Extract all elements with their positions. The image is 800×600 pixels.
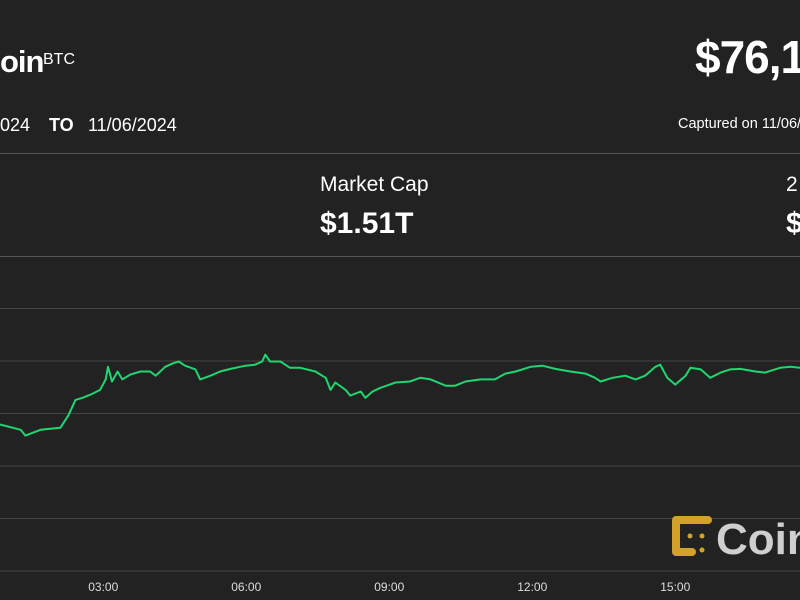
x-tick-label: 15:00 [660,580,690,594]
x-tick-label: 12:00 [517,580,547,594]
x-tick-label: 03:00 [88,580,118,594]
stat-label: 2 [786,173,798,196]
logo-text: Coin [716,515,800,564]
asset-symbol: BTC [43,51,75,68]
divider [0,256,800,257]
x-tick-label: 06:00 [231,580,261,594]
price-line [0,353,800,437]
captured-on: Captured on 11/06/ [678,116,800,132]
x-tick-label: 09:00 [374,580,404,594]
date-from: 024 [0,115,31,135]
date-range-to-label: TO [49,115,74,135]
date-to: 11/06/2024 [88,115,177,135]
asset-name: oin [0,44,44,79]
divider [0,153,800,154]
market-cap-value: $1.51T [320,207,414,240]
coindesk-logo-icon [668,514,714,563]
stat-value: $ [786,207,800,240]
current-price: $76,1 [695,31,800,83]
market-cap-label: Market Cap [320,173,429,196]
